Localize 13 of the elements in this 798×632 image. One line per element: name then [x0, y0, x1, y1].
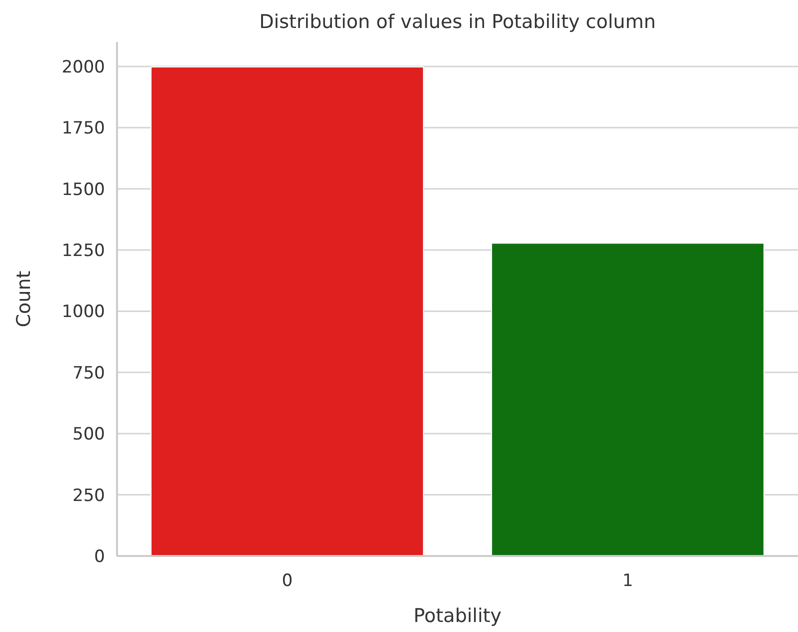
- y-tick-label: 1000: [62, 302, 105, 322]
- y-axis-title: Count: [13, 270, 35, 328]
- y-tick-label: 750: [72, 363, 105, 384]
- chart-title: Distribution of values in Potability column: [259, 11, 656, 33]
- y-tick-label: 2000: [62, 57, 105, 78]
- y-tick-label: 1500: [62, 180, 105, 200]
- y-tick-label: 0: [94, 546, 105, 567]
- y-tick-label: 250: [72, 486, 105, 506]
- x-tick-label: 1: [622, 571, 634, 591]
- y-tick-label: 1250: [62, 241, 105, 261]
- y-tick-label: 500: [72, 424, 105, 445]
- y-tick-label: 1750: [62, 118, 105, 139]
- x-axis-title: Potability: [413, 605, 502, 627]
